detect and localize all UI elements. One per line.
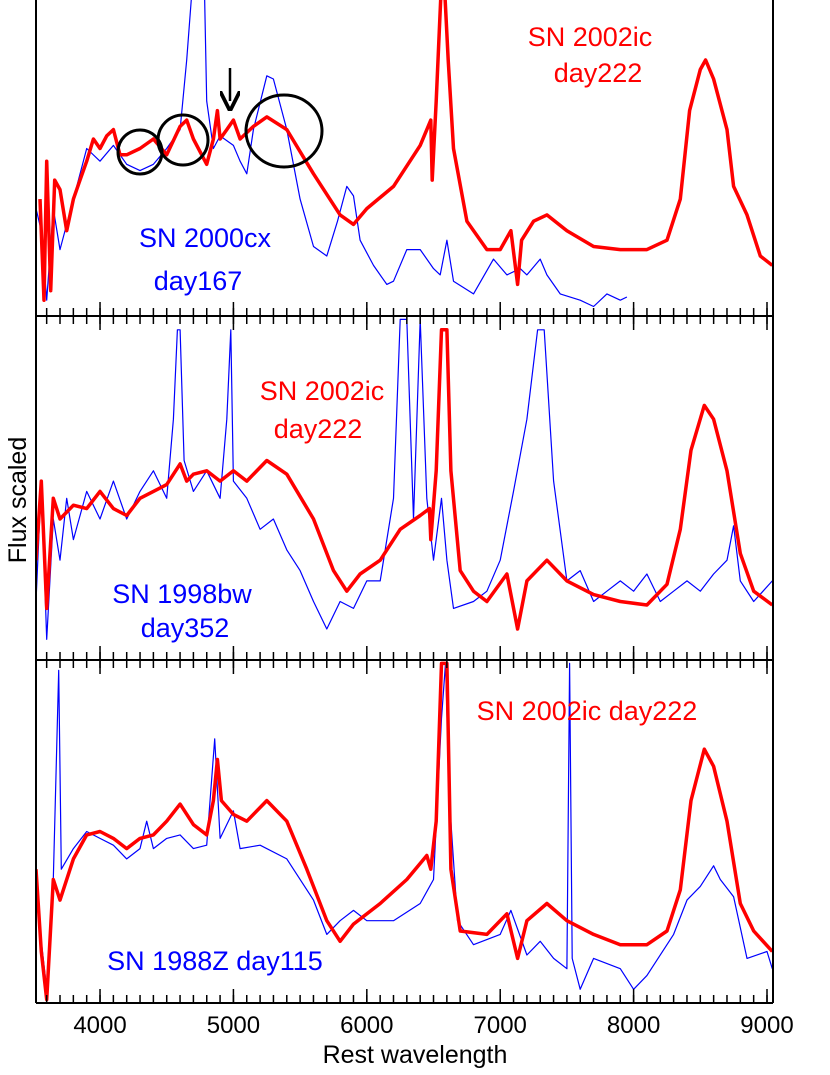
series-label: day222 [554,58,643,88]
panel: SN 1998bw day352 SN 2002ic day222 [35,316,774,661]
series-label: day222 [274,414,363,444]
ticks: 4000 5000 6000 7000 8000 9000 [45,302,794,1039]
circle-annotation [244,93,324,169]
plot-area [36,318,773,640]
series-label: day167 [154,266,243,296]
circle-annotation [156,113,210,167]
series-label: SN 2002ic [260,376,385,406]
panel: SN 1988Z day115 SN 2002ic day222 [35,660,774,1004]
x-tick-label: 8000 [607,1012,660,1039]
annotations [116,68,324,176]
circle-annotation [116,128,164,176]
x-tick-label: 5000 [207,1012,260,1039]
spectrum-line [36,328,773,631]
y-axis-title: Flux scaled [4,437,32,563]
plot-area [36,661,773,1002]
spectrum-line [36,318,773,640]
x-axis-title: Rest wavelength [323,1041,508,1069]
plot-area [36,0,773,308]
series-label: day352 [141,613,230,643]
series-label: SN 2002ic [528,22,653,52]
panels: SN 2000cx day167 SN 2002ic day222 SN 1998bw d… [35,0,794,1039]
x-tick-label: 4000 [73,1012,126,1039]
series-label: SN 1988Z day115 [107,946,323,976]
spectrum-line [36,661,773,1002]
series-label: SN 2002ic day222 [477,696,698,726]
panel: SN 2000cx day167 SN 2002ic day222 [35,0,774,317]
x-tick-label: 6000 [340,1012,393,1039]
spectrum-line [38,0,773,302]
spectrum-line [36,662,773,990]
x-tick-label: 7000 [474,1012,527,1039]
x-tick-label: 9000 [740,1012,793,1039]
series-label: SN 1998bw [112,579,252,609]
series-label: SN 2000cx [139,223,272,253]
